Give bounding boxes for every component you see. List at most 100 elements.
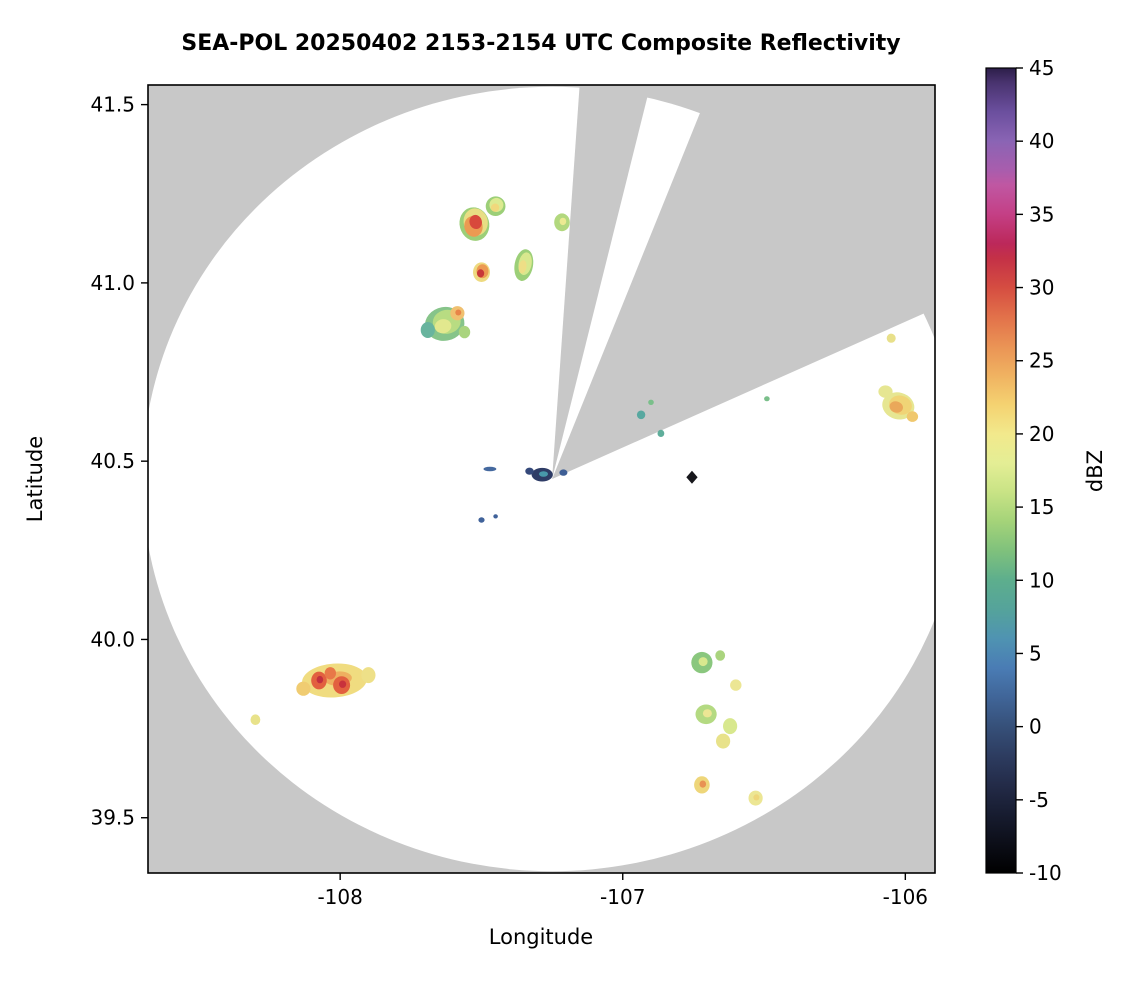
echo-layer-ellipse — [702, 709, 712, 718]
echo-layer-ellipse — [636, 410, 646, 420]
echo-layer-ellipse — [559, 217, 567, 226]
echo-blob — [493, 514, 498, 519]
echo-blob — [723, 718, 738, 735]
echo-blob — [695, 704, 717, 725]
echo-layer-ellipse — [477, 269, 485, 278]
echo-layer-ellipse — [764, 396, 770, 402]
y-tick-label: 40.0 — [90, 627, 135, 651]
colorbar-bar — [985, 67, 1017, 874]
echo-blob — [311, 671, 327, 690]
diamond-marker — [686, 470, 698, 484]
y-axis-label: Latitude — [23, 436, 47, 522]
echo-layer-ellipse — [648, 399, 654, 405]
y-tick-label: 41.0 — [90, 271, 135, 295]
echo-blob — [657, 429, 665, 437]
colorbar-tick-label: 10 — [1029, 568, 1054, 592]
echo-layer-ellipse — [878, 385, 893, 398]
colorbar-tick-label: 5 — [1029, 641, 1042, 665]
colorbar-tick-label: 40 — [1029, 129, 1054, 153]
echo-layer-ellipse — [361, 667, 376, 684]
colorbar-tick-label: 30 — [1029, 276, 1054, 300]
echo-layer-ellipse — [458, 325, 471, 339]
x-axis-label: Longitude — [489, 925, 593, 949]
echo-blob — [473, 262, 490, 283]
echo-layer-ellipse — [559, 469, 568, 476]
echo-blob — [716, 733, 731, 749]
colorbar-ticks: -10 -5 0 5 10 15 20 25 30 35 40 45 — [1016, 56, 1062, 885]
echo-blob — [648, 399, 654, 405]
echo-layer-ellipse — [296, 681, 311, 696]
echo-layer-ellipse — [753, 794, 760, 801]
echo-layer-ellipse — [483, 466, 497, 472]
echo-layer-ellipse — [657, 429, 665, 437]
echo-layer-ellipse — [339, 680, 347, 688]
x-tick-label: -106 — [883, 885, 928, 909]
y-axis: Latitude 39.5 40.0 40.5 41.0 41.5 — [23, 93, 148, 830]
blanked-sector — [552, 85, 651, 479]
echo-layer-ellipse — [889, 401, 903, 413]
echo-blob — [458, 325, 471, 339]
echo-blob — [450, 306, 465, 321]
colorbar-tick-label: 45 — [1029, 56, 1054, 80]
echo-layer-ellipse — [250, 714, 261, 725]
echo-blob — [483, 466, 497, 472]
echo-layer-ellipse — [525, 467, 534, 475]
blanked-sector — [552, 85, 935, 479]
echo-blob — [531, 467, 553, 482]
echo-blob — [559, 469, 568, 476]
echo-blob — [478, 517, 485, 523]
echo-blob — [324, 667, 336, 680]
echo-blob — [691, 651, 713, 674]
echo-layer-ellipse — [420, 322, 435, 338]
echo-layer-ellipse — [478, 517, 485, 523]
echo-blob — [459, 207, 490, 241]
colorbar: -10 -5 0 5 10 15 20 25 30 35 40 45 dBZ — [985, 56, 1107, 885]
echo-blob — [485, 196, 506, 217]
echo-layer-ellipse — [455, 309, 462, 316]
echo-layer-ellipse — [716, 733, 731, 749]
echo-blob — [715, 650, 726, 661]
plot-border — [147, 84, 936, 874]
echo-layer-ellipse — [698, 657, 708, 667]
echo-blob — [250, 714, 261, 725]
echo-layer-ellipse — [493, 514, 498, 519]
colorbar-tick-label: 0 — [1029, 715, 1042, 739]
marker-layer — [686, 470, 698, 484]
echo-layer-ellipse — [730, 679, 742, 691]
echo-layer-ellipse — [715, 650, 726, 661]
colorbar-tick-label: 20 — [1029, 422, 1054, 446]
echo-blob — [333, 676, 351, 694]
echo-blob — [764, 396, 770, 402]
echo-layer-ellipse — [324, 667, 336, 680]
echo-layer-ellipse — [723, 718, 738, 735]
echo-layer-ellipse — [490, 203, 500, 212]
echo-blob — [554, 213, 570, 232]
echo-blob — [882, 392, 915, 420]
colorbar-tick-label: -5 — [1029, 788, 1049, 812]
x-axis: Longitude -108 -107 -106 — [317, 873, 928, 949]
y-tick-label: 41.5 — [90, 93, 135, 117]
echo-layer-ellipse — [434, 319, 452, 334]
echo-blob — [886, 333, 896, 343]
echo-layer-ellipse — [316, 675, 324, 684]
x-tick-label: -108 — [317, 885, 362, 909]
echo-blob — [420, 322, 435, 338]
echo-blob — [878, 385, 893, 398]
y-tick-label: 39.5 — [90, 806, 135, 830]
echo-layer-ellipse — [518, 260, 527, 274]
echo-layer-ellipse — [539, 471, 548, 477]
colorbar-tick-label: -10 — [1029, 861, 1062, 885]
echo-blob — [514, 249, 534, 281]
echo-blob — [730, 679, 742, 691]
colorbar-tick-label: 35 — [1029, 202, 1054, 226]
colorbar-tick-label: 15 — [1029, 495, 1054, 519]
echo-blob — [361, 667, 376, 684]
radar-plot — [147, 84, 936, 874]
echo-layer-ellipse — [886, 333, 896, 343]
echo-blob — [525, 467, 534, 475]
echo-blob — [694, 776, 710, 794]
x-tick-label: -107 — [600, 885, 645, 909]
echo-blob — [748, 790, 763, 806]
